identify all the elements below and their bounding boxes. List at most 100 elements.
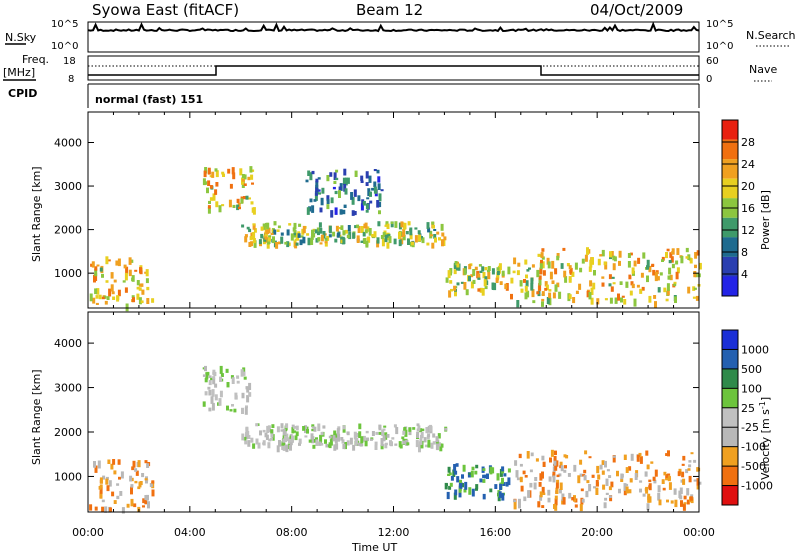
echo-cell — [328, 234, 332, 238]
echo-cell — [356, 433, 360, 438]
echo-cell — [357, 226, 361, 233]
echo-cell — [214, 394, 218, 401]
echo-cell — [231, 404, 234, 407]
echo-cell — [346, 440, 350, 446]
echo-cell — [389, 440, 392, 446]
echo-cell — [453, 262, 457, 269]
echo-cell — [596, 465, 600, 474]
echo-cell — [477, 277, 481, 280]
echo-cell — [556, 255, 560, 261]
echo-cell — [668, 260, 672, 264]
echo-cell — [307, 237, 311, 246]
echo-cell — [356, 235, 360, 243]
echo-cell — [398, 233, 401, 239]
echo-cell — [246, 395, 250, 403]
colorbar-tick-label: 25 — [741, 402, 755, 415]
echo-cell — [628, 274, 632, 280]
echo-cell — [588, 484, 592, 492]
echo-cell — [248, 228, 252, 233]
echo-cell — [281, 442, 285, 450]
echo-cell — [134, 269, 138, 272]
echo-cell — [248, 241, 252, 247]
echo-cell — [208, 200, 211, 204]
echo-cell — [133, 503, 137, 508]
echo-cell — [542, 492, 546, 495]
echo-cell — [311, 205, 315, 213]
echo-cell — [125, 266, 129, 275]
echo-cell — [264, 233, 268, 240]
echo-cell — [250, 437, 254, 443]
echo-cell — [242, 371, 246, 376]
echo-cell — [371, 187, 375, 191]
echo-cell — [236, 380, 240, 384]
echo-cell — [344, 188, 348, 195]
echo-cell — [526, 290, 530, 298]
echo-cell — [280, 429, 284, 432]
echo-cell — [610, 251, 614, 258]
echo-cell — [504, 283, 508, 290]
power-frame — [87, 111, 700, 309]
echo-cell — [620, 478, 624, 482]
echo-cell — [126, 503, 130, 508]
echo-cell — [685, 469, 689, 474]
echo-cell — [384, 224, 388, 227]
echo-cell — [350, 192, 354, 200]
echo-cell — [298, 438, 302, 444]
echo-cell — [555, 460, 559, 467]
echo-cell — [334, 437, 338, 444]
echo-cell — [462, 464, 466, 472]
echo-cell — [530, 283, 534, 291]
colorbar-segment — [722, 256, 738, 277]
echo-cell — [320, 431, 324, 436]
echo-cell — [648, 295, 652, 303]
echo-cell — [694, 264, 697, 269]
colorbar-segment — [722, 388, 738, 408]
echo-cell — [450, 288, 453, 292]
echo-cell — [104, 506, 108, 513]
echo-cell — [360, 436, 364, 444]
echo-cell — [247, 440, 251, 447]
echo-cell — [556, 282, 560, 288]
echo-cell — [99, 484, 103, 489]
echo-cell — [207, 180, 211, 186]
echo-cell — [675, 260, 679, 265]
echo-cell — [673, 281, 677, 285]
echo-cell — [559, 461, 563, 468]
echo-cell — [531, 264, 535, 268]
echo-cell — [125, 303, 129, 312]
echo-cell — [259, 242, 262, 247]
echo-cell — [541, 298, 545, 302]
echo-cell — [101, 499, 105, 503]
echo-cell — [537, 253, 541, 257]
echo-cell — [252, 223, 256, 226]
colorbar-segment — [722, 217, 738, 238]
echo-cell — [661, 259, 664, 262]
echo-cell — [221, 204, 225, 207]
echo-cell — [117, 258, 121, 267]
echo-cell — [507, 477, 511, 486]
echo-cell — [696, 250, 700, 256]
echo-cell — [547, 261, 551, 269]
echo-cell — [529, 482, 533, 488]
echo-cell — [653, 295, 657, 299]
echo-cell — [269, 438, 273, 441]
xtick-label: 00:00 — [683, 526, 715, 539]
echo-cell — [262, 429, 266, 433]
echo-cell — [289, 435, 293, 440]
echo-cell — [550, 449, 554, 457]
echo-cell — [448, 290, 452, 298]
echo-cell — [426, 435, 430, 440]
echo-cell — [568, 492, 572, 499]
echo-cell — [243, 174, 247, 180]
echo-cell — [247, 435, 251, 439]
echo-cell — [568, 278, 572, 283]
echo-cell — [547, 497, 551, 503]
echo-cell — [141, 289, 145, 295]
echo-cell — [441, 239, 444, 247]
echo-cell — [388, 236, 392, 244]
echo-cell — [377, 176, 381, 183]
echo-cell — [118, 476, 121, 480]
echo-cell — [525, 274, 528, 279]
echo-cell — [593, 486, 596, 489]
echo-cell — [342, 230, 346, 236]
